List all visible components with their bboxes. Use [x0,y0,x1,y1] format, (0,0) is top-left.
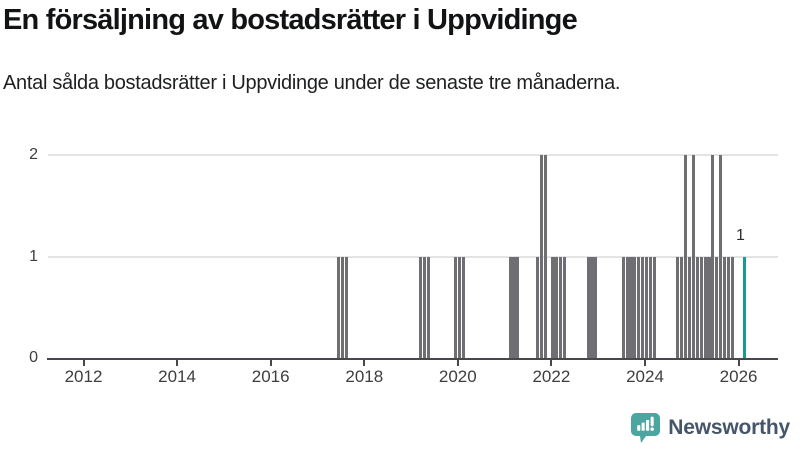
bar-2019-04 [422,256,426,358]
bar-2019-12 [453,256,458,358]
bar-2017-06 [337,256,341,358]
bar-2025-03 [699,256,703,358]
x-axis-label-2026: 2026 [719,367,758,386]
x-axis-tick-2014 [176,360,179,366]
bar-2021-04 [516,256,520,358]
gridline-y-1 [48,255,778,258]
bar-2025-10 [726,256,731,358]
bar-2019-03 [418,256,422,358]
bar-2022-12 [594,256,598,358]
bar-2023-11 [637,256,641,358]
bar-2025-11 [730,256,734,358]
x-axis-label-2022: 2022 [532,367,571,386]
x-axis-label-2016: 2016 [251,367,290,386]
bar-2025-05 [707,256,711,358]
brand-name: Newsworthy [668,416,790,439]
bar-2022-01 [551,256,555,358]
bar-2022-10 [586,256,590,358]
bar-2024-03 [652,256,656,358]
bar-2024-09 [676,256,680,358]
bar-2024-01 [645,256,649,358]
bar-2021-03 [512,256,516,358]
chart-subtitle: Antal sålda bostadsrätter i Uppvidinge u… [3,72,621,94]
bar-2017-07 [340,256,345,358]
bar-2023-07 [621,256,625,358]
bar-2023-08 [625,256,629,358]
newsworthy-logo-icon [631,413,661,443]
bar-2020-02 [461,256,465,358]
x-axis-label-2018: 2018 [345,367,384,386]
x-axis-label-2014: 2014 [158,367,196,386]
x-axis-tick-2022 [550,360,553,366]
bar-2024-10 [680,256,684,358]
newsworthy-brand-link[interactable]: Newsworthy [630,412,790,444]
bar-2025-01 [691,155,695,358]
x-axis-tick-2026 [737,360,740,366]
x-axis-label-2012: 2012 [64,367,103,386]
highlight-value-label: 1 [736,226,745,244]
bar-2021-02 [508,256,512,358]
bar-2021-11 [543,155,547,358]
page-title: En försäljning av bostadsrätter i Uppvid… [3,4,578,36]
x-axis-tick-2012 [82,360,85,366]
bar-2025-04 [703,256,707,358]
bar-2023-09 [629,256,633,358]
x-axis-tick-2020 [456,360,459,366]
bar-2024-12 [687,256,692,358]
bar-2024-02 [648,256,653,358]
y-axis-label-0: 0 [29,349,38,366]
bar-2019-05 [426,256,430,358]
bar-2023-12 [641,256,645,358]
bar-2021-09 [535,256,539,358]
bar-2022-02 [555,256,559,358]
bar-2025-02 [695,256,699,358]
x-axis-tick-2018 [363,360,366,366]
bar-2025-06 [711,155,715,358]
x-axis-label-2024: 2024 [626,367,664,386]
bar-2022-04 [563,256,567,358]
bar-2017-08 [344,256,348,358]
bar-2022-03 [559,256,563,358]
bar-2025-08 [719,155,723,358]
bar-2021-10 [539,155,543,358]
bar-2020-01 [457,256,461,358]
y-axis-label-2: 2 [29,146,38,163]
x-axis-tick-2016 [269,360,272,366]
x-axis-line [47,357,778,360]
bar-2024-11 [684,155,688,358]
bar-2025-09 [723,256,727,358]
x-axis-label-2020: 2020 [438,367,477,386]
bar-2025-07 [715,256,719,358]
y-axis-label-1: 1 [29,247,38,265]
bar-2023-10 [633,256,637,358]
x-axis-tick-2024 [644,360,646,366]
bar-2026-02 [742,256,746,358]
bar-2022-11 [590,256,594,358]
gridline-y-2 [48,154,778,156]
